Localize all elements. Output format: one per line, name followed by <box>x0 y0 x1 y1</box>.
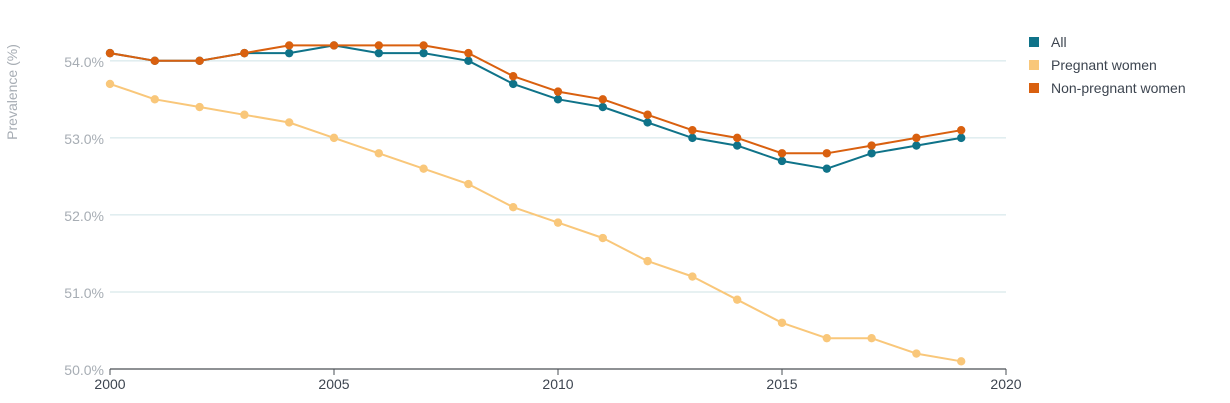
data-point-pregnant-women <box>957 357 966 366</box>
data-point-non-pregnant-women <box>822 149 831 158</box>
data-point-all <box>957 133 966 143</box>
data-point-pregnant-women <box>464 179 473 189</box>
x-tick-label: 2010 <box>542 376 573 392</box>
data-point-non-pregnant-women <box>867 141 876 150</box>
y-tick-label: 53.0% <box>64 131 104 147</box>
data-point-all <box>688 133 697 143</box>
x-tick-label: 2005 <box>318 376 349 392</box>
data-point-non-pregnant-women <box>419 41 428 50</box>
legend-swatch-pregnant-women <box>1029 60 1039 70</box>
data-point-all <box>509 79 518 89</box>
series-line-pregnant-women <box>109 82 962 363</box>
data-point-all <box>419 48 428 58</box>
data-point-non-pregnant-women <box>643 110 652 119</box>
data-point-pregnant-women <box>329 133 339 143</box>
data-point-pregnant-women <box>733 295 742 304</box>
data-point-pregnant-women <box>688 272 697 281</box>
data-point-all <box>822 164 831 173</box>
data-point-non-pregnant-women <box>777 149 787 158</box>
data-point-non-pregnant-women <box>195 56 204 66</box>
data-point-pregnant-women <box>285 118 294 127</box>
data-point-all <box>643 118 652 127</box>
legend-swatch-non-pregnant-women <box>1029 83 1039 93</box>
data-point-pregnant-women <box>105 79 115 89</box>
legend-label-all: All <box>1051 34 1067 50</box>
data-point-pregnant-women <box>240 110 249 119</box>
data-point-pregnant-women <box>150 95 159 104</box>
data-point-all <box>733 141 742 150</box>
data-point-non-pregnant-women <box>957 125 966 135</box>
data-point-non-pregnant-women <box>374 41 383 50</box>
data-point-all <box>598 102 607 112</box>
data-point-non-pregnant-women <box>509 72 518 81</box>
data-point-pregnant-women <box>912 349 921 358</box>
y-tick-label: 51.0% <box>64 285 104 301</box>
data-point-all <box>464 56 473 66</box>
data-point-pregnant-women <box>822 333 831 343</box>
data-point-non-pregnant-women <box>598 95 607 104</box>
legend-label-pregnant-women: Pregnant women <box>1051 57 1157 73</box>
data-point-pregnant-women <box>553 218 563 227</box>
data-point-pregnant-women <box>419 164 428 173</box>
data-point-all <box>912 141 921 150</box>
data-point-non-pregnant-women <box>688 125 697 135</box>
data-point-pregnant-women <box>374 149 383 158</box>
data-point-non-pregnant-women <box>733 133 742 143</box>
x-tick-label: 2000 <box>94 376 125 392</box>
axes: 50.0% 51.0% 52.0% 53.0% 54.0% 2000 2005 2010 201… <box>64 54 1021 392</box>
data-point-non-pregnant-women <box>464 48 473 58</box>
data-point-non-pregnant-women <box>912 133 921 143</box>
data-point-all <box>553 95 563 104</box>
x-tick-label: 2020 <box>990 376 1021 392</box>
data-point-non-pregnant-women <box>553 87 563 96</box>
x-tick-label: 2015 <box>766 376 797 392</box>
data-point-non-pregnant-women <box>105 48 115 58</box>
data-point-non-pregnant-women <box>240 48 249 58</box>
legend-swatch-all <box>1029 37 1039 47</box>
data-point-all <box>374 48 383 58</box>
series-line-all <box>109 44 962 170</box>
data-point-non-pregnant-women <box>285 41 294 50</box>
data-point-pregnant-women <box>867 333 876 343</box>
data-point-pregnant-women <box>643 256 652 266</box>
y-tick-label: 52.0% <box>64 208 104 224</box>
y-axis-label: Prevalence (%) <box>4 44 20 140</box>
data-point-all <box>285 48 294 58</box>
legend-label-non-pregnant-women: Non-pregnant women <box>1051 80 1186 96</box>
data-point-non-pregnant-women <box>150 56 159 66</box>
data-point-all <box>777 156 787 166</box>
y-tick-label: 54.0% <box>64 54 104 70</box>
data-point-all <box>867 149 876 158</box>
data-point-pregnant-women <box>598 233 607 243</box>
data-point-non-pregnant-women <box>329 41 339 50</box>
series-lines <box>105 41 966 366</box>
data-point-pregnant-women <box>509 203 518 212</box>
data-point-pregnant-women <box>777 318 787 327</box>
y-tick-label: 50.0% <box>64 362 104 378</box>
series-line-non-pregnant-women <box>109 44 962 155</box>
grid-lines <box>110 60 1006 293</box>
data-point-pregnant-women <box>195 102 204 112</box>
legend: All Pregnant women Non-pregnant women <box>1029 34 1186 96</box>
